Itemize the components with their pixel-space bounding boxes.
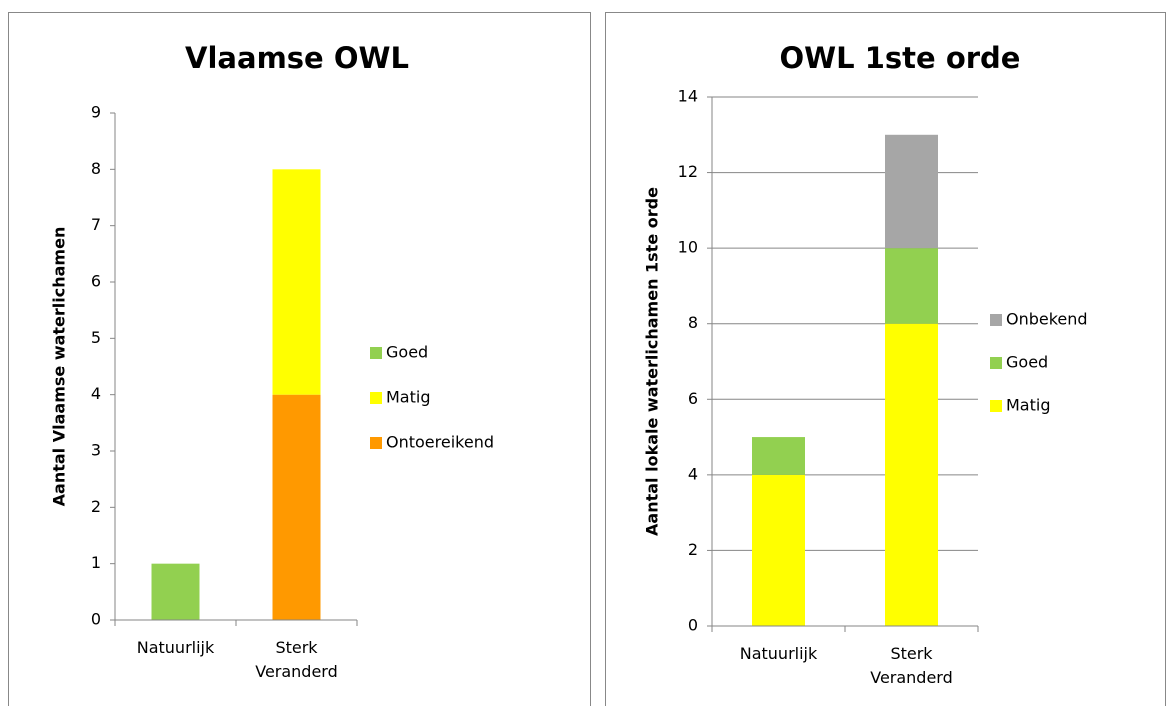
panel-border	[605, 12, 1166, 706]
panel-border	[8, 12, 591, 706]
y-axis-label: Aantal lokale waterlichamen 1ste orde	[643, 187, 662, 536]
legend-swatch	[370, 347, 382, 359]
legend-label: Matig	[386, 388, 430, 407]
y-tick-label: 5	[91, 328, 101, 347]
y-tick-label: 0	[688, 616, 698, 635]
y-tick-label: 14	[678, 87, 698, 106]
y-tick-label: 4	[91, 384, 101, 403]
bar-segment	[885, 323, 938, 626]
x-tick-label: Sterk Veranderd	[255, 638, 338, 681]
legend-swatch	[990, 314, 1002, 326]
y-tick-label: 2	[91, 497, 101, 516]
x-tick-label: Natuurlijk	[136, 638, 215, 657]
legend-label: Goed	[386, 343, 428, 362]
y-axis-label: Aantal Vlaamse waterlichamen	[50, 227, 69, 507]
y-tick-label: 10	[678, 238, 698, 257]
bar-segment	[885, 134, 938, 249]
legend-label: Onbekend	[1006, 310, 1088, 329]
y-tick-label: 2	[688, 540, 698, 559]
x-tick-label: Natuurlijk	[739, 644, 818, 663]
bar-segment	[752, 474, 805, 626]
chart-title: Vlaamse OWL	[185, 41, 409, 75]
bar-segment	[151, 563, 200, 620]
bar-segment	[752, 437, 805, 475]
legend-swatch	[370, 392, 382, 404]
y-tick-label: 6	[91, 272, 101, 291]
chart-title: OWL 1ste orde	[780, 41, 1021, 75]
bar-segment	[272, 169, 321, 395]
bar-segment	[272, 394, 321, 620]
y-tick-label: 12	[678, 162, 698, 181]
y-tick-label: 6	[688, 389, 698, 408]
y-tick-label: 8	[91, 159, 101, 178]
legend-label: Goed	[1006, 353, 1048, 372]
legend-label: Matig	[1006, 396, 1050, 415]
y-tick-label: 1	[91, 553, 101, 572]
legend-swatch	[370, 437, 382, 449]
legend-swatch	[990, 400, 1002, 412]
bar-segment	[885, 248, 938, 324]
y-tick-label: 8	[688, 313, 698, 332]
y-tick-label: 3	[91, 441, 101, 460]
legend-swatch	[990, 357, 1002, 369]
y-tick-label: 9	[91, 103, 101, 122]
y-tick-label: 7	[91, 215, 101, 234]
y-tick-label: 4	[688, 464, 698, 483]
y-tick-label: 0	[91, 610, 101, 629]
legend-label: Ontoereikend	[386, 433, 494, 452]
x-tick-label: Sterk Veranderd	[870, 644, 953, 687]
